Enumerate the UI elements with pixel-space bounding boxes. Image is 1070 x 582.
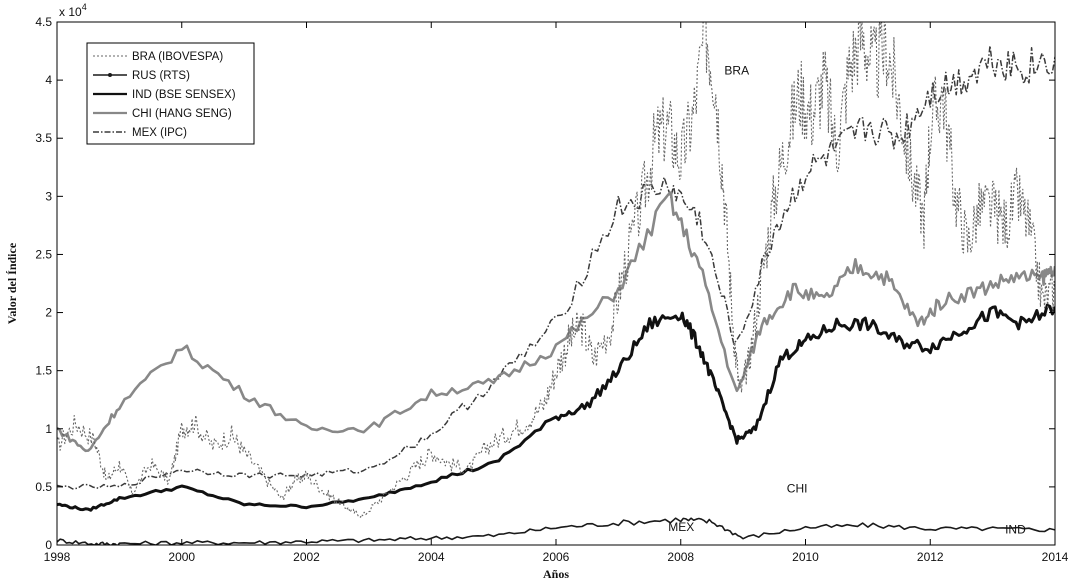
y-tick-label: 3.5 [35,131,52,145]
x-tick-label: 2010 [792,550,819,564]
y-multiplier-label: x 104 [59,2,87,19]
x-tick-label: 2006 [543,550,570,564]
legend-marker [108,73,112,77]
y-tick-label: 4 [45,73,52,87]
y-tick-label: 1.5 [35,364,52,378]
x-tick-label: 2004 [418,550,445,564]
annotations: BRA CHI MEX IND [668,63,1026,536]
y-tick-label: 0.5 [35,480,52,494]
x-tick-label: 2012 [917,550,944,564]
series-line-ind [57,303,1055,512]
legend-entry-label: MEX (IPC) [132,127,187,139]
annotation-label: IND [1005,522,1026,536]
y-tick-label: 3 [45,189,52,203]
x-tick-label: 2002 [293,550,320,564]
y-tick-label: 2.5 [35,247,52,261]
legend: BRA (IBOVESPA) RUS (RTS) IND (BSE SENSEX) C… [86,42,255,145]
legend-entry-label: RUS (RTS) [132,70,190,82]
y-tick-label: 1 [45,422,52,436]
annotation-label: MEX [668,520,694,534]
axes: 1998 2000 2002 2004 2006 2008 2010 2012 2014 0 0.5… [5,2,1069,581]
y-tick-label: 2 [45,306,52,320]
y-tick-label: 0 [45,538,52,552]
annotation-label: BRA [724,63,749,77]
x-tick-label: 1998 [44,550,71,564]
series-line-chi [57,191,1055,453]
legend-entry-label: IND (BSE SENSEX) [132,89,236,101]
legend-entry-label: CHI (HANG SENG) [132,108,232,120]
x-axis-title: Años [543,567,569,581]
y-axis-title: Valor del Índice [5,242,19,324]
x-tick-label: 2000 [168,550,195,564]
x-tick-label: 2008 [667,550,694,564]
y-tick-label: 4.5 [35,15,52,29]
series-line-bra [57,22,1055,518]
x-tick-label: 2014 [1042,550,1069,564]
legend-entry-label: BRA (IBOVESPA) [132,51,223,63]
annotation-label: CHI [787,482,808,496]
series-line-mex [57,45,1055,490]
